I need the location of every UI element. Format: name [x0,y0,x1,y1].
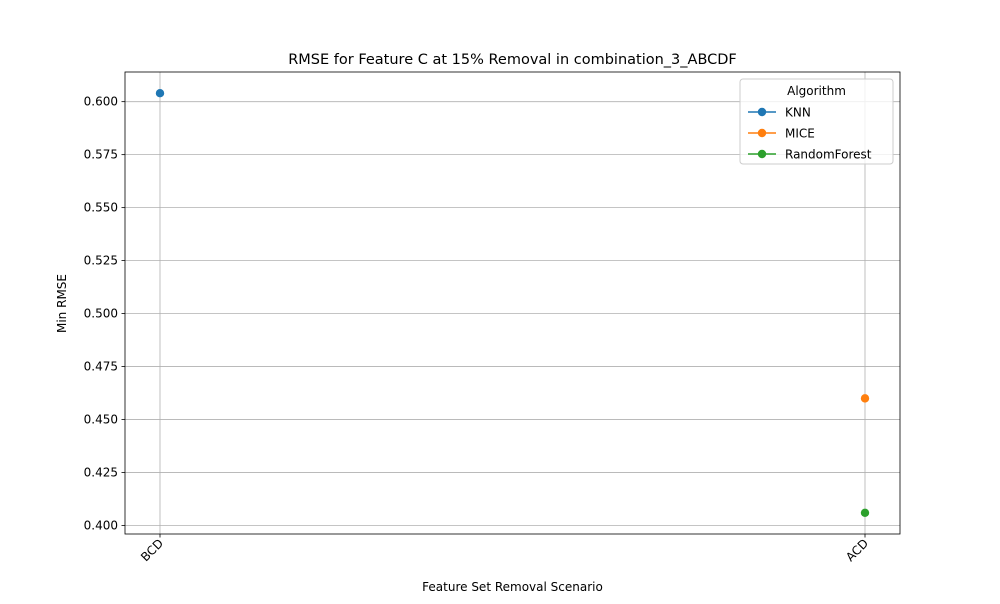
data-point [860,394,870,403]
legend-box [739,78,894,165]
y-tick-label: 0.475 [84,360,118,374]
plot-area: 0.400 0.425 0.450 0.475 0.500 0.525 0.550 0.575… [84,71,901,564]
legend-title: Algorithm [787,84,846,98]
y-tick-label: 0.550 [84,201,118,215]
y-tick-label: 0.450 [84,413,118,427]
x-tick-label: ACD [843,536,871,564]
y-tick-label: 0.425 [84,466,118,480]
y-tick-label: 0.500 [84,307,118,321]
y-tick-label: 0.400 [84,519,118,533]
legend-marker [757,149,767,159]
chart-title: RMSE for Feature C at 15% Removal in com… [288,52,737,68]
y-tick-label: 0.525 [84,254,118,268]
legend-marker [757,107,767,117]
y-tick-label: 0.600 [84,95,118,109]
data-point [860,508,870,518]
axes-frame [124,71,901,535]
x-axis-label: Feature Set Removal Scenario [422,580,603,594]
legend-label: KNN [785,106,811,120]
x-tick-label: BCD [138,536,166,564]
legend-label: MICE [785,127,815,141]
data-point [155,88,165,98]
y-axis-label: Min RMSE [55,274,69,333]
legend-label: RandomForest [785,148,872,162]
y-tick-label: 0.575 [84,148,118,162]
legend-marker [757,128,767,138]
